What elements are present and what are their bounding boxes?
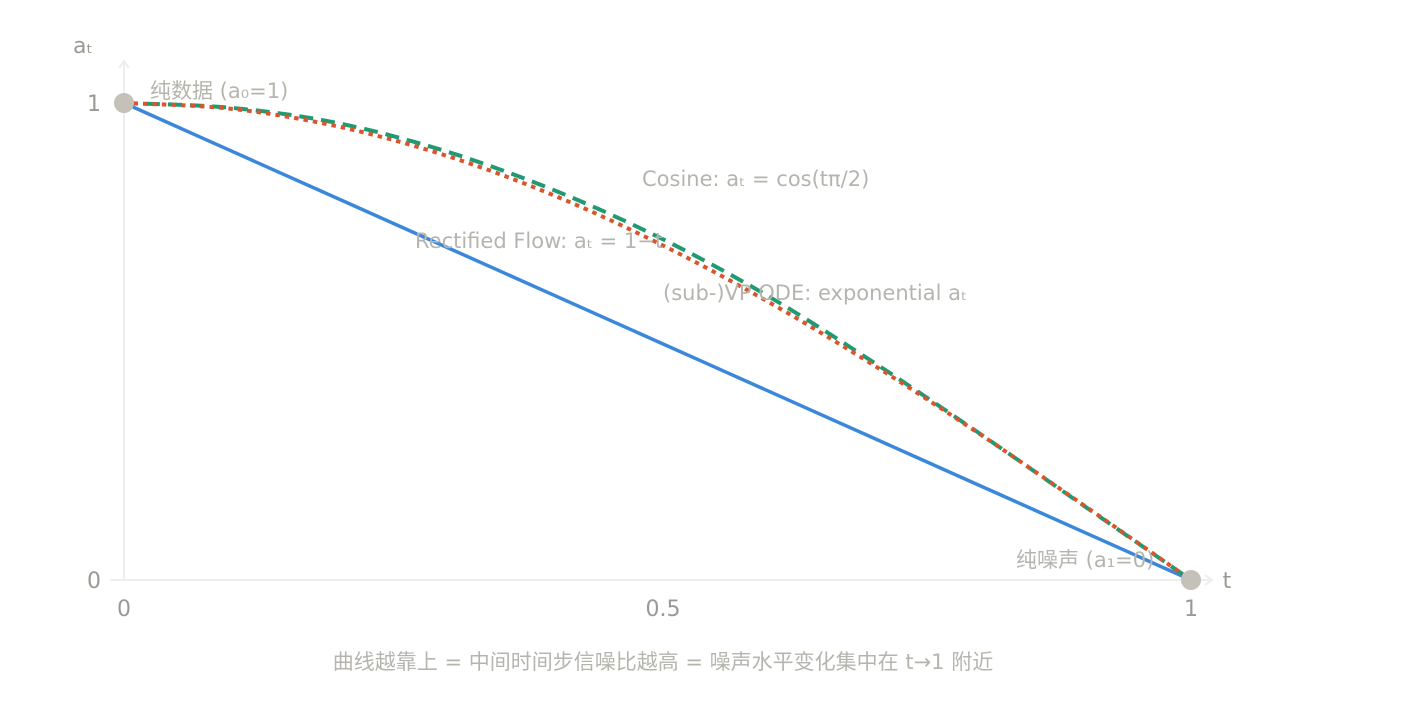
y-axis-arrow <box>118 59 130 69</box>
series-line-vp-ode <box>123 101 1193 582</box>
series-line-rectified-flow <box>122 101 1193 582</box>
y-tick-0: 0 <box>87 569 101 594</box>
x-tick-0: 0 <box>117 597 131 622</box>
vp-ode-series-label: (sub-)VP ODE: exponential aₜ <box>663 281 967 305</box>
cosine-series-label: Cosine: aₜ = cos(tπ/2) <box>642 167 869 191</box>
pure-data-label: 纯数据 (a₀=1) <box>150 79 288 103</box>
x-axis-label: t <box>1223 569 1232 594</box>
x-tick-0-5: 0.5 <box>646 597 681 622</box>
rectified-flow-series-label: Rectified Flow: aₜ = 1−t <box>415 229 663 253</box>
x-axis-arrow <box>1204 574 1214 586</box>
pure-noise-label: 纯噪声 (a₁=0) <box>1016 548 1154 572</box>
pure-data-point <box>114 93 134 113</box>
pure-noise-point <box>1181 570 1201 590</box>
y-axis-label: aₜ <box>73 34 93 59</box>
series-line-cosine <box>123 101 1193 582</box>
y-tick-1: 1 <box>87 92 101 117</box>
x-tick-1: 1 <box>1184 597 1198 622</box>
chart-caption: 曲线越靠上 = 中间时间步信噪比越高 = 噪声水平变化集中在 t→1 附近 <box>333 650 993 674</box>
